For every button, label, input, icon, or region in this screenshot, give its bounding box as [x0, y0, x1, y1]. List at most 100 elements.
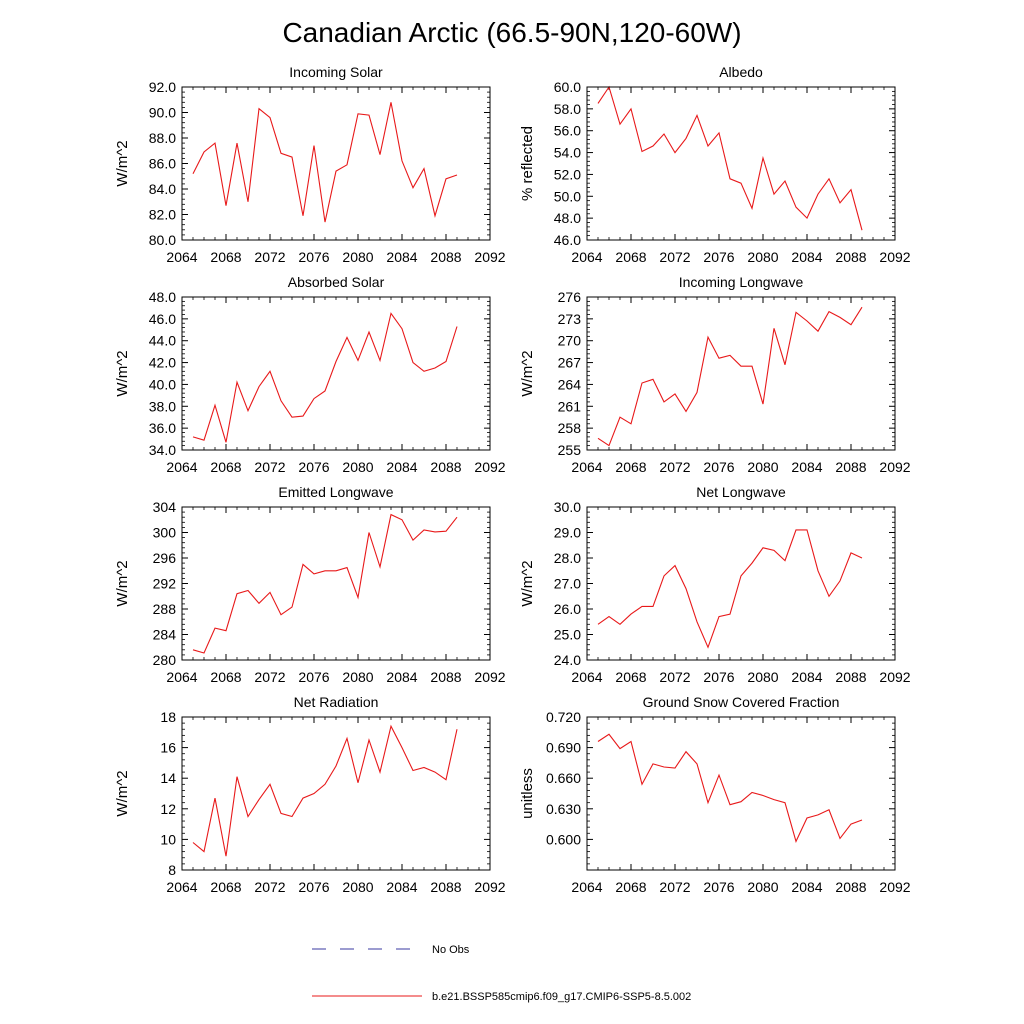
x-tick-label: 2092: [474, 879, 505, 895]
chart-title: Net Longwave: [696, 484, 786, 500]
x-tick-label: 2068: [210, 669, 241, 685]
x-tick-label: 2084: [791, 669, 822, 685]
x-tick-label: 2068: [615, 669, 646, 685]
y-axis-label: W/m^2: [114, 140, 131, 186]
y-tick-label: 288: [153, 601, 177, 617]
y-tick-label: 48.0: [149, 289, 176, 305]
y-tick-label: 84.0: [149, 181, 176, 197]
x-tick-label: 2088: [835, 459, 866, 475]
y-tick-label: 82.0: [149, 207, 176, 223]
legend-label-2: b.e21.BSSP585cmip6.f09_g17.CMIP6-SSP5-8.…: [432, 991, 691, 1003]
y-tick-label: 270: [558, 333, 582, 349]
y-tick-label: 52.0: [554, 166, 581, 182]
x-tick-label: 2072: [659, 249, 690, 265]
y-tick-label: 58.0: [554, 101, 581, 117]
legend-label-1: No Obs: [432, 944, 470, 956]
y-tick-label: 60.0: [554, 79, 581, 95]
x-tick-label: 2072: [254, 879, 285, 895]
y-tick-label: 258: [558, 420, 582, 436]
y-tick-label: 276: [558, 289, 582, 305]
x-tick-label: 2072: [254, 249, 285, 265]
y-tick-label: 292: [153, 576, 177, 592]
y-tick-label: 284: [153, 627, 177, 643]
y-tick-label: 42.0: [149, 355, 176, 371]
x-tick-label: 2092: [474, 459, 505, 475]
y-tick-label: 12: [160, 801, 176, 817]
x-tick-label: 2080: [342, 459, 373, 475]
x-tick-label: 2084: [791, 249, 822, 265]
x-tick-label: 2064: [571, 249, 602, 265]
y-tick-label: 261: [558, 398, 582, 414]
y-tick-label: 88.0: [149, 130, 176, 146]
series-line: [192, 312, 458, 443]
y-tick-label: 0.720: [546, 709, 581, 725]
chart-title: Net Radiation: [294, 694, 379, 710]
x-tick-label: 2068: [210, 249, 241, 265]
chart-title: Incoming Solar: [289, 64, 383, 80]
y-tick-label: 50.0: [554, 188, 581, 204]
x-tick-label: 2088: [430, 459, 461, 475]
figure-title: Canadian Arctic (66.5-90N,120-60W): [282, 17, 741, 48]
x-tick-label: 2088: [430, 879, 461, 895]
chart-panel-2: Albedo % reflected 2064 2068 2072 2076 2080 208…: [519, 64, 911, 265]
x-tick-label: 2084: [386, 669, 417, 685]
x-tick-label: 2064: [166, 249, 197, 265]
x-tick-label: 2068: [615, 249, 646, 265]
y-tick-label: 14: [160, 770, 176, 786]
y-tick-label: 56.0: [554, 123, 581, 139]
y-tick-label: 0.600: [546, 831, 581, 847]
y-axis-label: W/m^2: [519, 350, 536, 396]
x-tick-label: 2092: [474, 669, 505, 685]
y-tick-label: 267: [558, 355, 582, 371]
y-tick-label: 34.0: [149, 442, 176, 458]
plot-frame: [586, 296, 896, 451]
plot-frame: [181, 506, 491, 661]
x-tick-label: 2080: [342, 879, 373, 895]
y-axis-label: % reflected: [519, 126, 536, 201]
chart-title: Ground Snow Covered Fraction: [643, 694, 840, 710]
series-line: [192, 102, 458, 223]
x-tick-label: 2076: [703, 669, 734, 685]
y-tick-label: 46.0: [554, 232, 581, 248]
y-tick-label: 18: [160, 709, 176, 725]
x-tick-label: 2080: [747, 249, 778, 265]
plot-frame: [181, 296, 491, 451]
series-line: [192, 513, 458, 654]
x-tick-label: 2068: [210, 879, 241, 895]
x-tick-label: 2064: [571, 879, 602, 895]
y-tick-label: 0.690: [546, 740, 581, 756]
y-tick-label: 8: [168, 862, 176, 878]
series-line: [597, 529, 863, 649]
x-tick-label: 2076: [298, 879, 329, 895]
plot-frame: [181, 716, 491, 871]
x-tick-label: 2064: [571, 669, 602, 685]
y-tick-label: 10: [160, 831, 176, 847]
x-tick-label: 2088: [835, 669, 866, 685]
series-line: [597, 85, 863, 231]
x-tick-label: 2076: [298, 669, 329, 685]
y-tick-label: 30.0: [554, 499, 581, 515]
plot-frame: [586, 716, 896, 871]
x-tick-label: 2092: [879, 669, 910, 685]
x-tick-label: 2088: [835, 249, 866, 265]
chart-panel-7: Net Radiation W/m^2 2064 2068 2072 2076 2080 20…: [114, 694, 506, 895]
y-tick-label: 90.0: [149, 105, 176, 121]
x-tick-label: 2064: [166, 459, 197, 475]
x-tick-label: 2088: [835, 879, 866, 895]
plot-frame: [586, 86, 896, 241]
y-axis-label: W/m^2: [114, 350, 131, 396]
series-line: [597, 306, 863, 447]
x-tick-label: 2080: [747, 459, 778, 475]
x-tick-label: 2076: [298, 459, 329, 475]
legend: No Obs b.e21.BSSP585cmip6.f09_g17.CMIP6-S…: [312, 944, 691, 1003]
y-tick-label: 28.0: [554, 550, 581, 566]
y-tick-label: 0.660: [546, 770, 581, 786]
panel-grid: Incoming Solar W/m^2 2064 2068 2072 2076 2080 2…: [114, 64, 911, 895]
y-axis-label: unitless: [519, 768, 536, 819]
x-tick-label: 2064: [166, 669, 197, 685]
series-line: [597, 733, 863, 843]
y-tick-label: 0.630: [546, 801, 581, 817]
x-tick-label: 2092: [879, 459, 910, 475]
y-tick-label: 273: [558, 311, 582, 327]
